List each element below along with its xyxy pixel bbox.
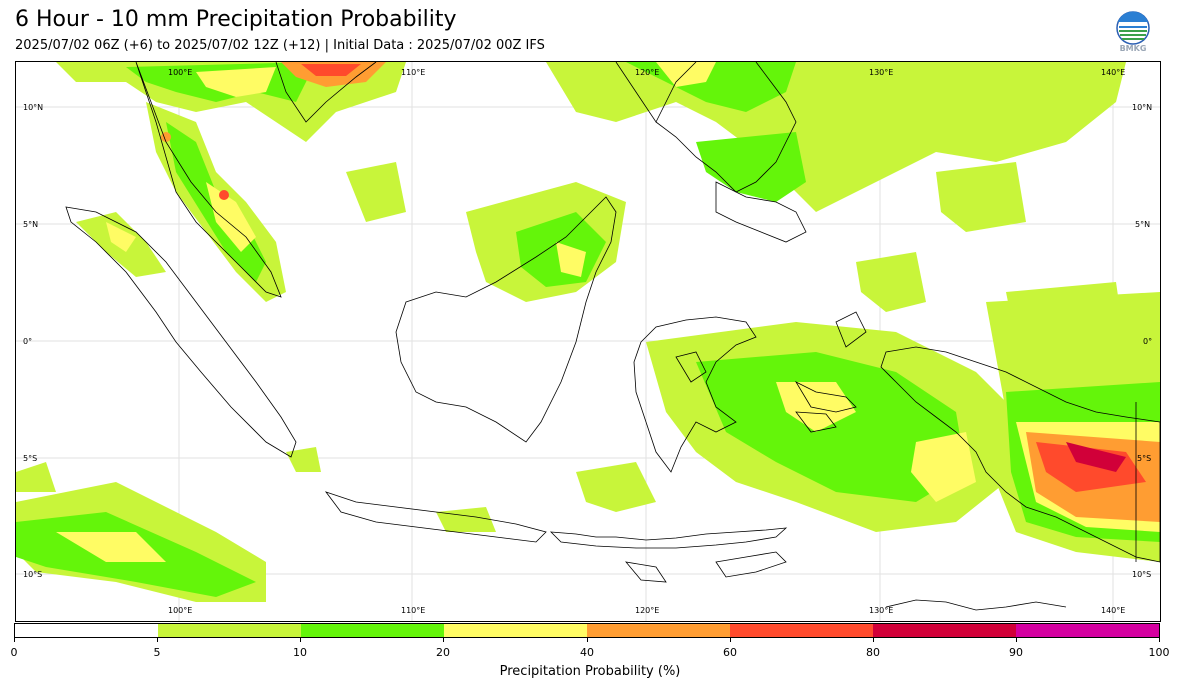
map-canvas: 100°E 110°E 120°E 130°E 140°E 100°E 110°…: [16, 62, 1160, 621]
colorbar: [14, 623, 1160, 638]
colorbar-tick-90: 90: [1009, 646, 1023, 659]
map-title: 6 Hour - 10 mm Precipitation Probability: [15, 7, 457, 32]
colorbar-tick-10: 10: [293, 646, 307, 659]
lat-label-left-0: 0°: [23, 337, 32, 346]
colorbar-tick-0: 0: [10, 646, 18, 659]
colorbar-swatch-90-100: [1016, 624, 1159, 637]
colorbar-tickmark: [14, 638, 15, 642]
colorbar-tick-80: 80: [866, 646, 880, 659]
colorbar-tick-100: 100: [1148, 646, 1170, 659]
lat-label-left-10s: 10°S: [23, 570, 42, 579]
colorbar-swatch-60-80: [730, 624, 873, 637]
lon-label-bottom-130: 130°E: [869, 606, 893, 615]
lon-label-bottom-140: 140°E: [1101, 606, 1125, 615]
colorbar-tick-60: 60: [723, 646, 737, 659]
bmkg-logo: [1113, 10, 1153, 56]
lat-label-right-5s: 5°S: [1137, 454, 1151, 463]
coastlines: [65, 62, 1160, 611]
colorbar-swatch-10-20: [301, 624, 444, 637]
colorbar-tickmark: [873, 638, 874, 642]
lon-label-bottom-100: 100°E: [168, 606, 192, 615]
colorbar-tick-40: 40: [580, 646, 594, 659]
colorbar-tickmark: [1016, 638, 1017, 642]
colorbar-tickmark: [587, 638, 588, 642]
colorbar-tick-20: 20: [436, 646, 450, 659]
lon-label-top-130: 130°E: [869, 68, 893, 77]
lat-label-right-0: 0°: [1143, 337, 1152, 346]
logo-text: BMKG: [1119, 44, 1147, 53]
colorbar-tickmark: [730, 638, 731, 642]
lat-label-left-5s: 5°S: [23, 454, 37, 463]
colorbar-tickmark: [157, 638, 158, 642]
colorbar-swatch-80-90: [873, 624, 1016, 637]
lat-label-left-5n: 5°N: [23, 220, 38, 229]
lon-label-bottom-120: 120°E: [635, 606, 659, 615]
map-area[interactable]: 100°E 110°E 120°E 130°E 140°E 100°E 110°…: [15, 61, 1161, 622]
lat-label-right-10s: 10°S: [1132, 570, 1151, 579]
lon-label-top-110: 110°E: [401, 68, 425, 77]
colorbar-label: Precipitation Probability (%): [499, 664, 681, 679]
colorbar-swatch-20-40: [444, 624, 587, 637]
map-subtitle: 2025/07/02 06Z (+6) to 2025/07/02 12Z (+…: [15, 38, 545, 53]
lon-label-top-140: 140°E: [1101, 68, 1125, 77]
lon-label-bottom-110: 110°E: [401, 606, 425, 615]
axis-labels: 100°E 110°E 120°E 130°E 140°E 100°E 110°…: [23, 68, 1152, 615]
colorbar-tickmark: [1159, 638, 1160, 642]
lat-label-right-10n: 10°N: [1132, 103, 1152, 112]
colorbar-tick-5: 5: [153, 646, 161, 659]
lat-label-right-5n: 5°N: [1135, 220, 1150, 229]
colorbar-tickmark: [443, 638, 444, 642]
colorbar-swatch-0-5: [15, 624, 158, 637]
colorbar-swatch-5-10: [158, 624, 301, 637]
lon-label-top-120: 120°E: [635, 68, 659, 77]
lat-label-left-10n: 10°N: [23, 103, 43, 112]
colorbar-tickmark: [300, 638, 301, 642]
colorbar-swatch-40-60: [587, 624, 730, 637]
precip-fields: [16, 62, 1160, 602]
lon-label-top-100: 100°E: [168, 68, 192, 77]
